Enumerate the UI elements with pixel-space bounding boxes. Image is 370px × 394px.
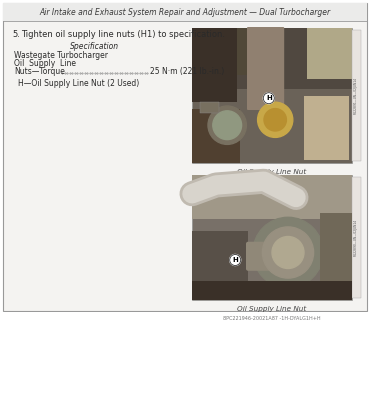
- Circle shape: [213, 111, 242, 139]
- Text: H—Oil Supply Line Nut (2 Used): H—Oil Supply Line Nut (2 Used): [18, 79, 139, 88]
- Text: 25 N·m (221 lb.-in.): 25 N·m (221 lb.-in.): [150, 67, 224, 76]
- FancyBboxPatch shape: [192, 109, 240, 163]
- Text: RG22891—UN—02JUN14: RG22891—UN—02JUN14: [354, 76, 358, 113]
- FancyBboxPatch shape: [3, 3, 367, 311]
- FancyBboxPatch shape: [307, 28, 352, 79]
- FancyBboxPatch shape: [192, 231, 248, 300]
- FancyBboxPatch shape: [192, 175, 352, 300]
- Circle shape: [262, 227, 314, 278]
- Circle shape: [264, 109, 286, 131]
- FancyBboxPatch shape: [246, 242, 298, 271]
- FancyBboxPatch shape: [352, 30, 361, 161]
- Text: H: H: [266, 95, 272, 101]
- FancyBboxPatch shape: [3, 3, 367, 21]
- FancyBboxPatch shape: [304, 95, 349, 160]
- Text: Tighten oil supply line nuts (H1) to specification.: Tighten oil supply line nuts (H1) to spe…: [21, 30, 225, 39]
- Text: 5.: 5.: [12, 30, 20, 39]
- Text: Oil Supply Line Nut: Oil Supply Line Nut: [238, 169, 307, 175]
- FancyBboxPatch shape: [200, 102, 219, 113]
- FancyBboxPatch shape: [0, 312, 370, 394]
- Text: Nuts—Torque: Nuts—Torque: [14, 67, 65, 76]
- FancyBboxPatch shape: [352, 177, 361, 298]
- Text: Oil  Supply  Line: Oil Supply Line: [14, 59, 76, 68]
- Circle shape: [208, 106, 246, 144]
- FancyBboxPatch shape: [320, 212, 352, 300]
- Text: Specification: Specification: [70, 42, 120, 51]
- FancyBboxPatch shape: [192, 175, 352, 219]
- FancyBboxPatch shape: [247, 27, 284, 110]
- Text: Oil Supply Line Nut: Oil Supply Line Nut: [238, 306, 307, 312]
- Text: Wastegate Turbocharger: Wastegate Turbocharger: [14, 51, 108, 60]
- FancyBboxPatch shape: [192, 28, 352, 89]
- Text: 8PC221946-20021A87 -1H-DYALG1H+H: 8PC221946-20021A87 -1H-DYALG1H+H: [223, 316, 321, 322]
- FancyBboxPatch shape: [237, 28, 250, 75]
- FancyBboxPatch shape: [192, 28, 237, 102]
- Circle shape: [253, 217, 323, 288]
- Circle shape: [230, 255, 241, 266]
- Circle shape: [272, 236, 304, 268]
- Text: Air Intake and Exhaust System Repair and Adjustment — Dual Turbocharger: Air Intake and Exhaust System Repair and…: [40, 8, 330, 17]
- Text: RG22890—UN—02JUN14: RG22890—UN—02JUN14: [354, 218, 358, 256]
- Text: H: H: [232, 257, 238, 263]
- FancyBboxPatch shape: [192, 281, 352, 300]
- Circle shape: [263, 93, 274, 104]
- Circle shape: [258, 102, 293, 138]
- FancyBboxPatch shape: [192, 28, 352, 163]
